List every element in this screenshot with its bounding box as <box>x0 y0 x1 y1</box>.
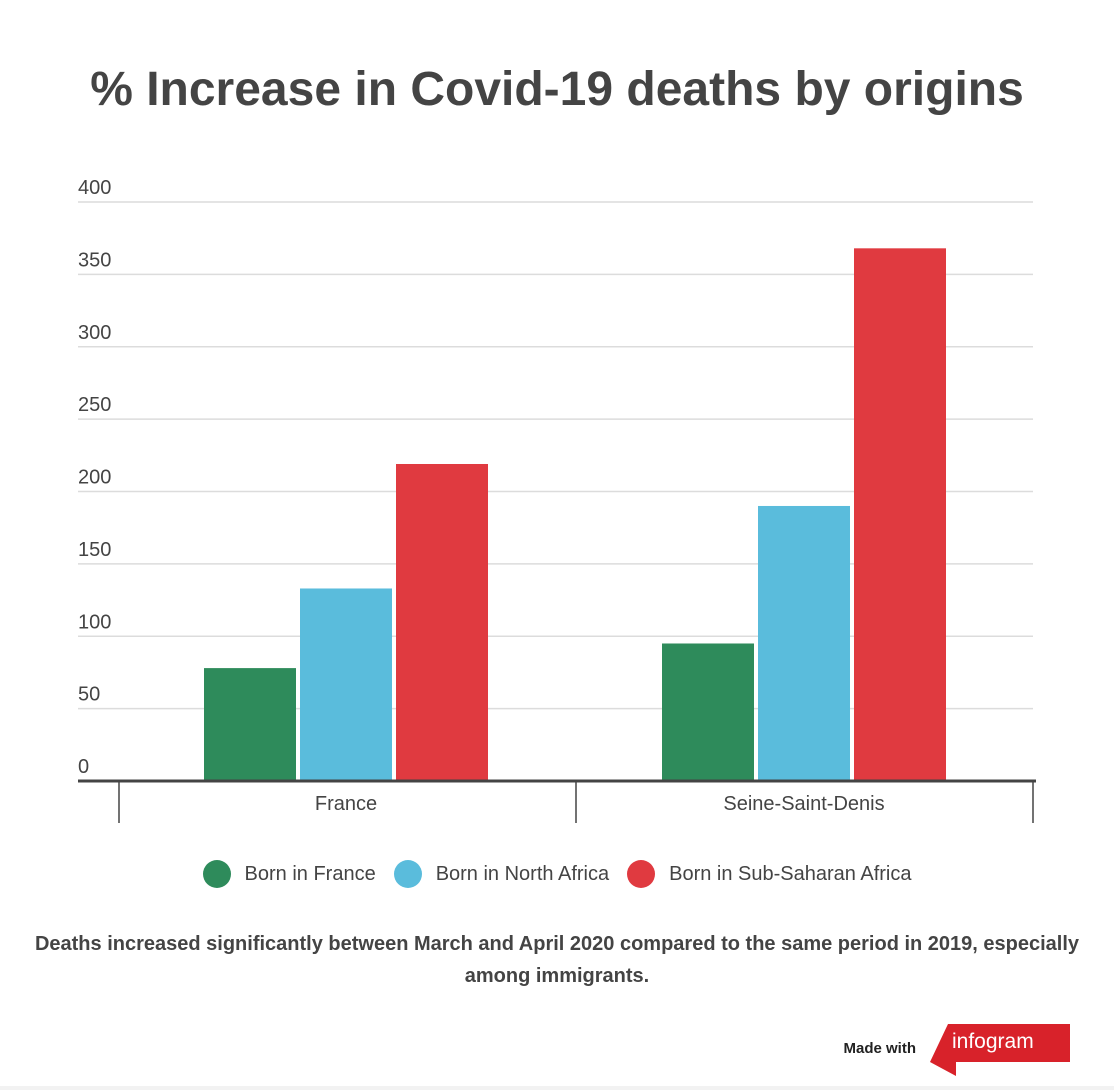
legend-item-born-in-north-africa[interactable]: Born in North Africa <box>393 860 610 888</box>
x-tick-label-france: France <box>315 793 377 815</box>
chart-caption: Deaths increased significantly between M… <box>34 933 1080 987</box>
bar-seine-saint-denis-born-in-north-africa <box>758 505 850 781</box>
bottom-border <box>0 1086 1114 1090</box>
infogram-logo-link[interactable]: infogram <box>930 1024 1070 1076</box>
bar-seine-saint-denis-born-in-sub-saharan-africa <box>854 248 946 781</box>
legend-label-born-in-france: Born in France <box>244 862 376 885</box>
bar-france-born-in-north-africa <box>300 588 392 781</box>
x-tick-label-seine-saint-denis: Seine-Saint-Denis <box>723 793 884 815</box>
legend-swatch-born-in-sub-saharan-africa <box>627 860 656 888</box>
bar-seine-saint-denis-born-in-france <box>662 643 754 781</box>
bar-france-born-in-france <box>204 668 296 781</box>
bar-france-born-in-sub-saharan-africa <box>396 463 488 781</box>
chart-legend: Born in France Born in North Africa Born… <box>0 860 1114 888</box>
legend-item-born-in-sub-saharan-africa[interactable]: Born in Sub-Saharan Africa <box>627 860 911 888</box>
y-tick-label-400: 400 <box>78 177 111 199</box>
y-tick-label-150: 150 <box>78 539 111 561</box>
footer: Made with infogram <box>843 1024 1070 1076</box>
infogram-flag-icon <box>930 1024 1070 1076</box>
made-with-label: Made with <box>843 1039 916 1057</box>
legend-swatch-born-in-france <box>202 860 231 888</box>
chart-title: % Increase in Covid-19 deaths by origins <box>90 63 1024 116</box>
y-tick-label-100: 100 <box>78 611 111 633</box>
y-tick-label-50: 50 <box>78 684 100 706</box>
y-tick-label-300: 300 <box>78 322 111 344</box>
infogram-brand-text: infogram <box>952 1030 1034 1053</box>
y-tick-label-200: 200 <box>78 467 111 489</box>
y-tick-label-350: 350 <box>78 249 111 271</box>
legend-label-born-in-north-africa: Born in North Africa <box>435 862 610 885</box>
bar-chart: 0 50 100 150 200 250 300 350 400 France Seine-Sain… <box>78 177 1036 823</box>
legend-swatch-born-in-north-africa <box>393 860 422 888</box>
y-tick-label-250: 250 <box>78 394 111 416</box>
legend-label-born-in-sub-saharan-africa: Born in Sub-Saharan Africa <box>669 862 912 885</box>
legend-item-born-in-france[interactable]: Born in France <box>202 860 376 888</box>
y-tick-label-0: 0 <box>78 756 89 778</box>
